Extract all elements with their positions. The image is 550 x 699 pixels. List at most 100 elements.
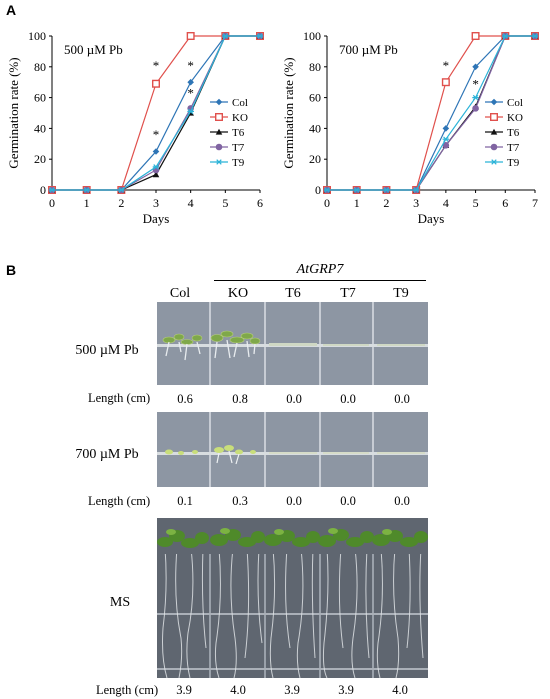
x-tick-label: 1 [354, 196, 360, 210]
legend-label: T7 [232, 142, 245, 154]
legend-entry: T7 [210, 142, 245, 154]
chart-title: 500 µM Pb [64, 42, 123, 57]
legend-label: T9 [232, 157, 245, 169]
series-line [327, 35, 535, 191]
legend-entry: Col [210, 97, 248, 109]
length-value-t7-ms: 3.9 [338, 683, 354, 697]
germination-chart-500: 0 20 40 60 80 100 0 1 2 3 4 5 6 Days Germination rate … [6, 29, 265, 226]
legend-label: T7 [507, 142, 520, 154]
length-label-500: Length (cm) [88, 391, 151, 405]
x-tick-label: 5 [473, 196, 479, 210]
length-value-t7-700: 0.0 [340, 494, 356, 508]
data-point [152, 164, 160, 170]
legend-marker [215, 98, 223, 106]
column-header-t9: T9 [393, 286, 409, 301]
length-value-col-500: 0.6 [177, 392, 193, 406]
legend-marker [490, 128, 498, 135]
legend-marker [214, 112, 223, 121]
legend-entry: T9 [485, 157, 520, 169]
genotype-group-line [214, 280, 426, 281]
x-tick-label: 6 [502, 196, 508, 210]
x-tick-label: 1 [84, 196, 90, 210]
legend-label: KO [232, 112, 248, 124]
x-axis-label: Days [143, 211, 170, 226]
seedling-plate-700 [157, 412, 428, 487]
length-value-ko-700: 0.3 [232, 494, 248, 508]
x-tick-label: 3 [413, 196, 419, 210]
data-point [186, 31, 195, 40]
data-point [383, 187, 390, 193]
series-t9 [323, 33, 539, 193]
x-tick-label: 7 [532, 196, 538, 210]
data-point [442, 136, 450, 142]
legend-label: KO [507, 112, 523, 124]
data-point [472, 63, 479, 71]
length-value-t6-700: 0.0 [286, 494, 302, 508]
data-point [83, 187, 90, 193]
length-value-ko-500: 0.8 [232, 392, 248, 406]
data-point [48, 187, 56, 193]
length-value-t6-500: 0.0 [286, 392, 302, 406]
legend-marker [215, 128, 223, 135]
y-tick-label: 20 [309, 152, 321, 166]
length-label-ms: Length (cm) [96, 683, 159, 697]
x-axis-label: Days [418, 211, 445, 226]
length-value-ko-ms: 4.0 [230, 683, 246, 697]
legend-label: T6 [232, 127, 245, 139]
x-tick-label: 6 [257, 196, 263, 210]
x-tick-label: 5 [222, 196, 228, 210]
data-point [501, 33, 509, 39]
x-tick-label: 3 [153, 196, 159, 210]
legend-marker [490, 98, 498, 106]
length-value-t9-ms: 4.0 [392, 683, 408, 697]
data-point [442, 142, 450, 149]
column-header-t6: T6 [285, 286, 301, 301]
legend-label: T9 [507, 157, 520, 169]
legend-entry: Col [485, 97, 523, 109]
length-value-col-700: 0.1 [177, 494, 193, 508]
row-label-ms: MS [109, 595, 131, 610]
length-value-t9-500: 0.0 [394, 392, 410, 406]
length-value-t9-700: 0.0 [394, 494, 410, 508]
significance-star: * [187, 58, 194, 73]
chart-title: 700 µM Pb [339, 42, 398, 57]
data-point [256, 33, 264, 39]
column-header-ko: KO [227, 286, 249, 301]
y-tick-label: 100 [303, 29, 321, 43]
legend-label: Col [507, 97, 523, 109]
series-t9 [48, 33, 264, 193]
seedling-plate-ms [157, 518, 428, 678]
legend-entry: T6 [210, 127, 245, 139]
y-axis-label: Germination rate (%) [6, 57, 21, 168]
data-point [442, 125, 450, 132]
length-label-700: Length (cm) [88, 494, 151, 508]
germination-chart-700: 0 20 40 60 80 100 0 1 2 3 4 5 6 7 Days Germination rate… [281, 29, 540, 226]
data-point [323, 187, 331, 193]
legend-marker [490, 159, 498, 165]
legend-entry: KO [210, 112, 248, 124]
legend-marker [489, 112, 498, 121]
significance-star: * [153, 127, 160, 142]
data-point [472, 94, 479, 101]
data-point [412, 187, 420, 193]
data-point [187, 108, 194, 115]
legend-marker [215, 159, 223, 165]
significance-star: * [443, 58, 450, 73]
legend-marker [490, 143, 498, 151]
y-tick-label: 100 [28, 29, 46, 43]
data-point [472, 105, 479, 112]
genotype-group-label: AtGRP7 [296, 262, 344, 277]
seedling-plate-500 [157, 302, 428, 385]
legend-entry: KO [485, 112, 523, 124]
data-point [222, 33, 229, 39]
significance-star: * [472, 76, 479, 91]
length-value-col-ms: 3.9 [176, 683, 192, 697]
x-tick-label: 0 [324, 196, 330, 210]
data-point [152, 171, 160, 178]
y-tick-label: 80 [309, 60, 321, 74]
y-tick-label: 60 [309, 91, 321, 105]
series-line [327, 35, 535, 191]
y-tick-label: 60 [34, 91, 46, 105]
x-tick-label: 4 [443, 196, 449, 210]
data-point [531, 33, 539, 39]
